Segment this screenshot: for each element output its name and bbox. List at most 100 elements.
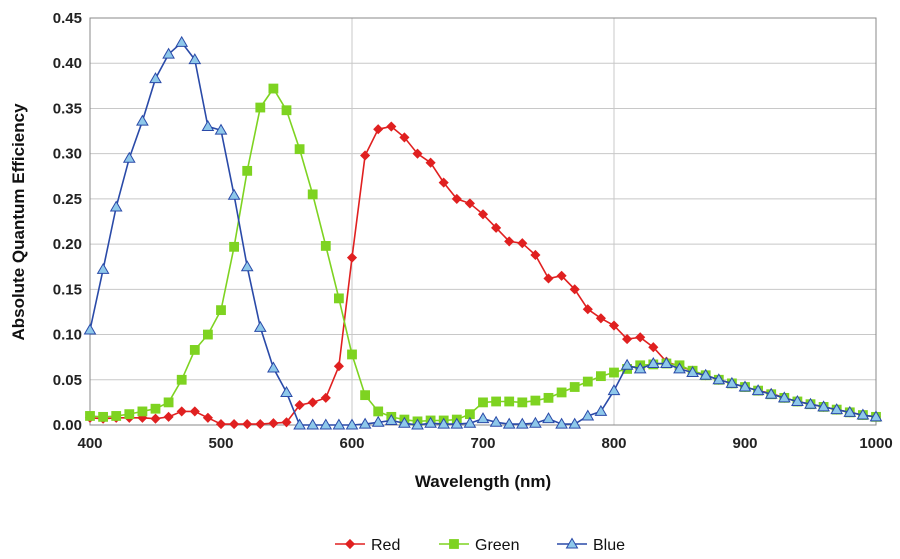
x-tick-label: 700	[470, 435, 495, 452]
blue-point	[673, 362, 686, 374]
legend: Red Green Blue	[335, 537, 625, 554]
legend-label-red: Red	[371, 537, 400, 554]
green-point	[543, 392, 554, 403]
green-point	[307, 189, 318, 200]
red-point	[215, 419, 227, 430]
blue-point	[751, 384, 765, 396]
green-point	[569, 382, 580, 392]
y-tick-label: 0.35	[53, 100, 82, 117]
green-point	[98, 411, 108, 422]
red-point	[530, 249, 541, 261]
blue-point	[358, 417, 372, 429]
red-point	[307, 397, 318, 408]
blue-point	[345, 418, 359, 430]
blue-point	[738, 380, 752, 392]
series-red	[84, 121, 882, 430]
green-point	[150, 403, 161, 414]
red-point	[517, 238, 528, 249]
blue-point	[319, 418, 333, 430]
blue-point	[594, 404, 608, 416]
y-tick-label: 0.45	[53, 10, 82, 27]
y-tick-label: 0.15	[53, 281, 82, 298]
blue-point	[280, 385, 293, 397]
tick-labels: 0.00 0.05 0.10 0.15 0.20 0.25 0.30 0.35 0.40 0.45…	[53, 10, 893, 452]
red-point	[163, 411, 174, 422]
series-blue	[83, 35, 883, 430]
red-point	[189, 406, 200, 417]
blue-point	[725, 376, 739, 388]
red-point	[635, 332, 646, 343]
blue-point	[83, 323, 97, 335]
legend-item-red: Red	[335, 537, 400, 554]
blue-point	[371, 415, 385, 427]
y-tick-label: 0.25	[53, 191, 82, 208]
red-point	[333, 361, 344, 372]
red-point	[150, 413, 161, 424]
red-point	[425, 157, 436, 168]
red-point	[504, 236, 515, 247]
legend-marker-red	[344, 538, 356, 550]
x-axis-title: Wavelength (nm)	[415, 472, 551, 491]
green-point	[85, 411, 95, 421]
blue-point	[764, 387, 778, 399]
blue-point	[633, 362, 647, 374]
x-tick-label: 600	[339, 435, 364, 452]
blue-point	[502, 417, 516, 429]
blue-point	[777, 391, 791, 403]
blue-point	[253, 320, 267, 332]
blue-point	[515, 417, 529, 429]
red-point	[464, 198, 475, 209]
green-point	[216, 305, 226, 316]
blue-point	[240, 260, 254, 272]
y-tick-label: 0.30	[53, 146, 82, 163]
red-point	[491, 222, 502, 233]
blue-series-line	[89, 41, 877, 426]
red-point	[320, 392, 331, 403]
legend-marker-green	[449, 539, 459, 549]
green-point	[281, 105, 292, 116]
green-point	[360, 390, 371, 401]
red-point	[176, 406, 187, 417]
legend-marker-blue	[565, 537, 579, 549]
x-tick-label: 1000	[859, 435, 892, 452]
blue-point	[162, 47, 175, 59]
blue-point	[843, 405, 857, 417]
red-point	[451, 193, 462, 204]
y-tick-label: 0.40	[53, 55, 82, 72]
red-point	[477, 209, 489, 220]
green-point	[556, 387, 567, 398]
x-tick-label: 800	[601, 435, 626, 452]
green-point	[596, 371, 606, 382]
y-tick-label: 0.10	[53, 327, 82, 344]
series-green	[85, 83, 881, 427]
blue-point	[542, 412, 555, 424]
green-point	[242, 165, 253, 176]
red-point	[373, 124, 384, 135]
blue-point	[869, 410, 883, 422]
red-point	[229, 419, 240, 430]
blue-point	[136, 114, 149, 126]
blue-point	[830, 403, 844, 415]
blue-point	[568, 417, 582, 429]
red-point	[255, 419, 266, 430]
blue-point	[463, 416, 477, 428]
red-point	[622, 334, 633, 345]
red-point	[543, 273, 554, 284]
red-point	[582, 304, 593, 315]
blue-point	[646, 357, 660, 368]
red-point	[386, 121, 397, 132]
y-tick-label: 0.20	[53, 236, 82, 253]
blue-point	[306, 418, 320, 430]
red-point	[202, 412, 213, 423]
blue-point	[175, 35, 189, 47]
legend-item-blue: Blue	[557, 537, 625, 554]
grid	[90, 17, 876, 425]
red-point	[556, 270, 567, 281]
green-point	[202, 329, 213, 340]
green-point	[347, 349, 357, 360]
green-point	[268, 83, 279, 94]
green-point	[504, 396, 515, 407]
red-point	[294, 400, 305, 411]
y-axis-title: Absolute Quantum Efficiency	[9, 103, 28, 341]
green-point	[189, 345, 200, 355]
